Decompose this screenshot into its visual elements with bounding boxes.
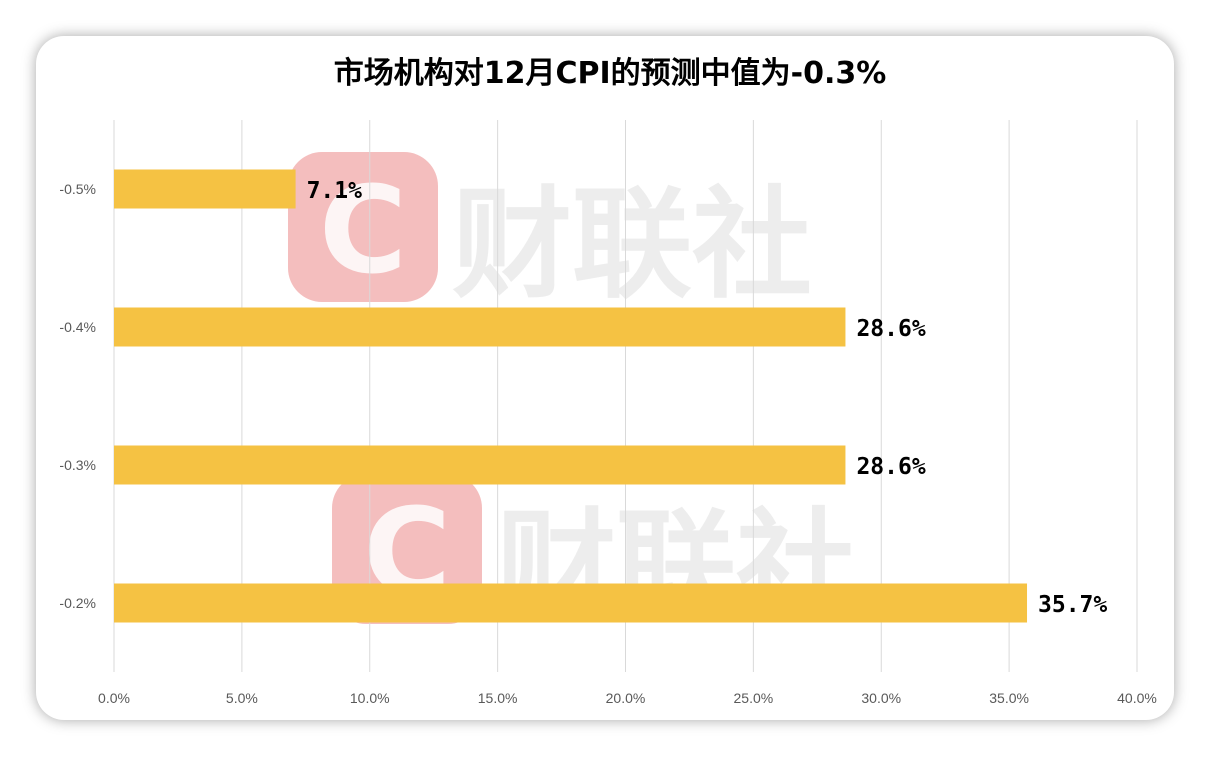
watermark: C 财联社 C 财联社 bbox=[288, 152, 856, 637]
data-label: 7.1% bbox=[307, 178, 363, 204]
y-tick-label: -0.3% bbox=[59, 457, 96, 473]
x-tick-label: 10.0% bbox=[350, 690, 390, 706]
x-tick-label: 25.0% bbox=[734, 690, 774, 706]
y-tick-label: -0.5% bbox=[59, 181, 96, 197]
watermark-text: 财联社 bbox=[452, 176, 812, 315]
y-tick-label: -0.4% bbox=[59, 319, 96, 335]
x-tick-label: 35.0% bbox=[989, 690, 1029, 706]
y-axis: -0.5% -0.4% -0.3% -0.2% bbox=[59, 181, 96, 611]
x-tick-label: 30.0% bbox=[861, 690, 901, 706]
watermark-logo-icon bbox=[288, 152, 438, 302]
x-tick-label: 20.0% bbox=[606, 690, 646, 706]
data-label: 35.7% bbox=[1038, 592, 1107, 618]
watermark-top: C 财联社 bbox=[288, 152, 812, 315]
y-tick-label: -0.2% bbox=[59, 595, 96, 611]
data-label: 28.6% bbox=[856, 316, 925, 342]
watermark-logo-glyph: C bbox=[319, 162, 407, 301]
bar bbox=[114, 307, 846, 347]
chart-title: 市场机构对12月CPI的预测中值为-0.3% bbox=[334, 56, 887, 91]
x-axis: 0.0% 5.0% 10.0% 15.0% 20.0% 25.0% 30.0% 35.0% 40… bbox=[98, 690, 1157, 706]
grid bbox=[113, 120, 1138, 672]
x-tick-label: 5.0% bbox=[226, 690, 258, 706]
x-tick-label: 15.0% bbox=[478, 690, 518, 706]
bar bbox=[114, 583, 1028, 623]
data-labels: 7.1% 28.6% 28.6% 35.7% bbox=[307, 178, 1108, 618]
bar bbox=[114, 169, 296, 209]
x-tick-label: 40.0% bbox=[1117, 690, 1157, 706]
bars bbox=[114, 169, 1028, 623]
x-tick-label: 0.0% bbox=[98, 690, 130, 706]
data-label: 28.6% bbox=[856, 454, 925, 480]
bar bbox=[114, 445, 846, 485]
